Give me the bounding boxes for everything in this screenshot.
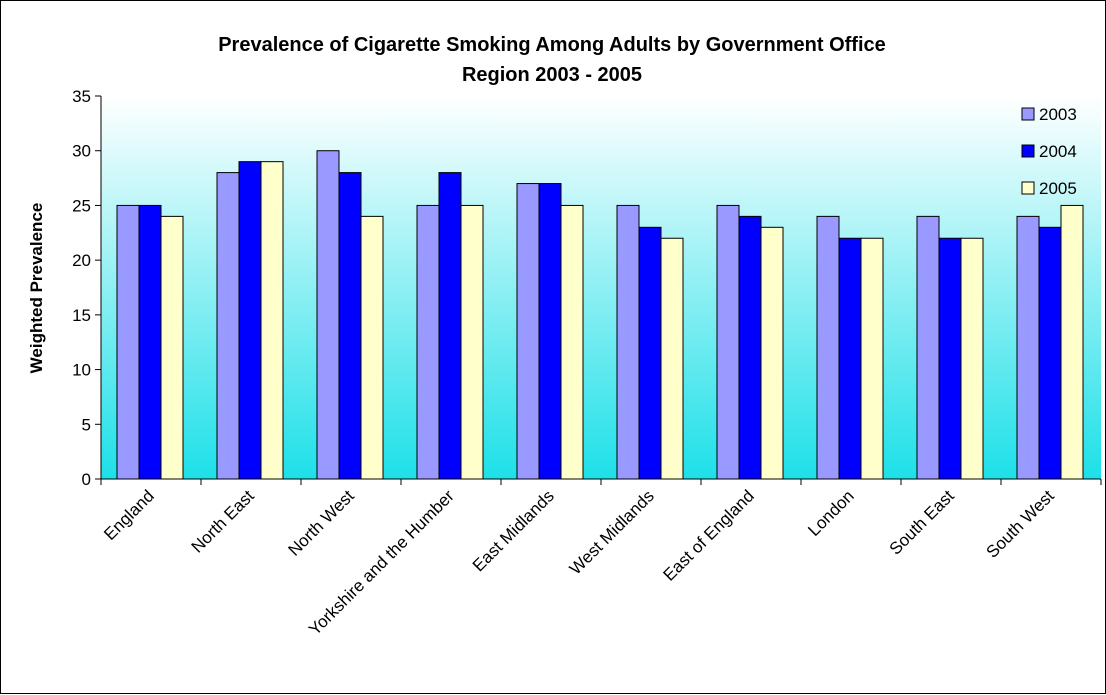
bar-2004-east-of-england	[739, 216, 761, 479]
bar-2004-east-midlands	[539, 184, 561, 479]
x-category-label: North East	[188, 486, 258, 556]
bar-2004-south-east	[939, 238, 961, 479]
x-category-label: East Midlands	[469, 486, 558, 575]
bar-2003-north-west	[317, 151, 339, 479]
bar-2005-london	[861, 238, 883, 479]
legend-swatch-2005	[1022, 182, 1034, 194]
chart-title-line-2: Region 2003 - 2005	[462, 64, 642, 86]
bar-2005-west-midlands	[661, 238, 683, 479]
bar-2005-north-west	[361, 216, 383, 479]
bar-2005-yorkshire-and-the-humber	[461, 205, 483, 479]
legend-label-2003: 2003	[1039, 105, 1077, 124]
bar-2004-west-midlands	[639, 227, 661, 479]
y-tick-label: 25	[72, 196, 91, 215]
bar-2003-south-east	[917, 216, 939, 479]
x-category-label: South West	[982, 486, 1058, 562]
bar-2003-yorkshire-and-the-humber	[417, 205, 439, 479]
x-category-label: England	[100, 486, 158, 544]
y-tick-label: 15	[72, 306, 91, 325]
legend-label-2005: 2005	[1039, 179, 1077, 198]
bar-2003-east-midlands	[517, 184, 539, 479]
bar-2004-south-west	[1039, 227, 1061, 479]
legend-label-2004: 2004	[1039, 142, 1077, 161]
bar-2003-south-west	[1017, 216, 1039, 479]
chart-title-line-1: Prevalence of Cigarette Smoking Among Ad…	[218, 34, 886, 56]
legend: 2003 2004 2005	[1022, 105, 1077, 198]
legend-swatch-2003	[1022, 108, 1034, 120]
bar-2004-england	[139, 205, 161, 479]
y-tick-label: 5	[82, 415, 91, 434]
y-tick-label: 30	[72, 142, 91, 161]
legend-swatch-2004	[1022, 145, 1034, 157]
plot-area: 0 5 10 15 20 25 30 35 England North East North Wes…	[72, 87, 1101, 639]
x-category-label: East of England	[660, 486, 758, 584]
bar-2003-london	[817, 216, 839, 479]
x-category-label: West Midlands	[566, 486, 658, 578]
bar-2005-south-west	[1061, 205, 1083, 479]
bar-2005-south-east	[961, 238, 983, 479]
y-tick-label: 35	[72, 87, 91, 106]
bar-2004-london	[839, 238, 861, 479]
bar-2005-east-midlands	[561, 205, 583, 479]
bar-2004-yorkshire-and-the-humber	[439, 173, 461, 479]
bar-2005-north-east	[261, 162, 283, 479]
y-tick-label: 20	[72, 251, 91, 270]
x-category-label: North West	[284, 486, 358, 560]
y-axis-label: Weighted Prevalence	[27, 203, 46, 374]
y-tick-label: 10	[72, 361, 91, 380]
bar-2003-england	[117, 205, 139, 479]
bar-2005-east-of-england	[761, 227, 783, 479]
y-tick-label: 0	[82, 470, 91, 489]
bar-2004-north-west	[339, 173, 361, 479]
bar-2003-east-of-england	[717, 205, 739, 479]
bar-2003-west-midlands	[617, 205, 639, 479]
bar-2005-england	[161, 216, 183, 479]
x-category-label: London	[804, 486, 858, 540]
x-category-label: South East	[886, 486, 958, 558]
bar-2003-north-east	[217, 173, 239, 479]
bar-2004-north-east	[239, 162, 261, 479]
